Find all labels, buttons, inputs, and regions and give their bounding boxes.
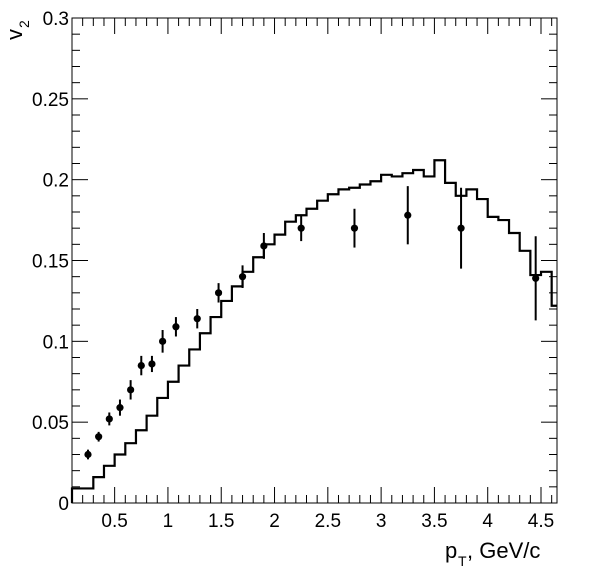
y-tick-label: 0.1: [43, 332, 69, 353]
x-tick-label: 2: [269, 511, 280, 532]
data-point: [105, 415, 113, 423]
data-point: [172, 323, 180, 331]
axis-ticks: [71, 17, 557, 504]
x-tick-label: 1: [163, 511, 174, 532]
data-points: [84, 186, 540, 460]
x-tick-label: 0.5: [101, 511, 127, 532]
y-tick-label: 0.2: [43, 171, 69, 192]
y-tick-label: 0.25: [32, 90, 69, 111]
x-axis-title: p T , GeV/c: [445, 538, 540, 569]
x-tick-label: 4.5: [528, 511, 554, 532]
y-axis-title-sub: 2: [16, 20, 32, 28]
x-tick-label: 3.5: [421, 511, 447, 532]
data-point: [214, 289, 223, 297]
data-point: [137, 361, 145, 370]
data-point: [532, 274, 540, 282]
y-tick-label: 0.3: [43, 9, 69, 30]
data-point: [260, 242, 268, 250]
data-point: [404, 211, 412, 219]
x-axis-title-sub: T: [458, 553, 467, 569]
y-axis-title: v 2: [2, 20, 32, 40]
data-point: [148, 360, 156, 368]
y-tick-label: 0.05: [32, 413, 69, 434]
histogram-step-line: [70, 159, 557, 503]
y-tick-labels: 0 0.05 0.1 0.15 0.2 0.25 0.3: [32, 9, 69, 515]
data-point: [159, 337, 167, 345]
x-axis-title-main: p: [445, 538, 457, 563]
y-axis-title-main: v: [2, 29, 27, 40]
data-point: [116, 404, 124, 412]
data-point: [95, 433, 103, 441]
y-tick-label: 0: [58, 494, 69, 515]
data-point: [350, 224, 359, 232]
x-tick-labels: 0.5 1 1.5 2 2.5 3 3.5 4 4.5: [101, 511, 554, 532]
data-point: [297, 224, 305, 232]
x-axis-title-suffix: , GeV/c: [467, 538, 540, 563]
data-point: [84, 450, 92, 459]
x-tick-label: 4: [482, 511, 493, 532]
data-point: [127, 386, 135, 394]
data-point: [193, 315, 201, 323]
model-histogram: [70, 159, 557, 503]
x-tick-label: 2.5: [315, 511, 341, 532]
x-tick-label: 1.5: [208, 511, 234, 532]
x-tick-label: 3: [376, 511, 387, 532]
data-point: [457, 224, 465, 232]
data-point: [238, 273, 247, 281]
y-tick-label: 0.15: [32, 252, 69, 273]
